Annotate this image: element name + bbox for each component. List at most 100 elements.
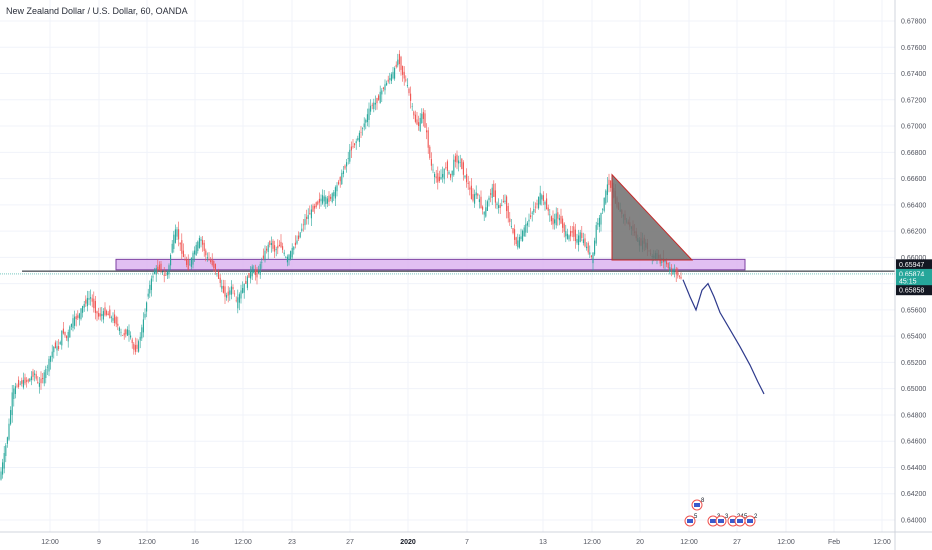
candle-body: [491, 187, 493, 198]
event-flag-icon: [687, 519, 693, 523]
x-tick-label: Feb: [828, 539, 840, 546]
candle-body: [414, 114, 416, 122]
candle-body: [453, 159, 455, 176]
candle-body: [170, 254, 172, 266]
candle-body: [392, 71, 394, 79]
forecast-path: [682, 279, 765, 395]
x-tick-label: 7: [465, 539, 469, 546]
x-tick-label: 12:00: [583, 539, 601, 546]
candle-body: [584, 238, 586, 247]
candle-body: [224, 286, 226, 297]
event-markers-layer: 85332452: [684, 498, 758, 527]
x-tick-label: 23: [288, 539, 296, 546]
candle-body: [240, 290, 242, 299]
candle-body: [94, 301, 96, 313]
candle-body: [216, 272, 218, 274]
candle-body: [677, 271, 679, 276]
candle-body: [589, 252, 591, 255]
candle-body: [470, 185, 472, 199]
candle-body: [459, 162, 461, 163]
candle-body: [176, 229, 178, 237]
candle-body: [458, 160, 460, 164]
candle-body: [158, 264, 160, 271]
candle-body: [146, 302, 148, 312]
event-flag-icon: [737, 519, 743, 523]
candle-body: [437, 173, 439, 183]
candle-body: [190, 258, 192, 267]
candle-body: [160, 263, 162, 272]
candle-body: [229, 290, 231, 295]
candle-body: [48, 358, 50, 372]
candle-body: [74, 316, 76, 326]
candle-body: [558, 218, 560, 221]
candle-body: [486, 201, 488, 211]
candle-body: [384, 84, 386, 91]
candle-body: [443, 168, 445, 180]
candle-body: [357, 138, 359, 141]
candle-body: [186, 259, 188, 265]
candle-body: [237, 297, 239, 309]
candle-body: [482, 206, 484, 210]
event-flag-icon: [710, 519, 716, 523]
candles-layer: [0, 50, 682, 481]
candle-body: [104, 307, 106, 316]
candle-body: [272, 240, 274, 249]
candle-body: [181, 240, 183, 254]
candle-body: [536, 203, 538, 205]
candle-body: [347, 158, 349, 160]
candle-body: [112, 318, 114, 321]
candle-body: [446, 161, 448, 171]
y-tick-label: 0.66600: [901, 176, 926, 183]
y-tick-label: 0.64000: [901, 518, 926, 525]
x-tick-label: 12:00: [234, 539, 252, 546]
candle-body: [11, 392, 13, 416]
candle-body: [450, 173, 452, 178]
candle-body: [605, 190, 607, 204]
candle-body: [552, 218, 554, 225]
candle-body: [494, 190, 496, 203]
candle-body: [490, 193, 492, 195]
candle-body: [77, 315, 79, 318]
candle-body: [232, 286, 234, 290]
candle-body: [0, 471, 2, 480]
candle-body: [56, 346, 58, 351]
candle-body: [230, 286, 232, 295]
candle-body: [523, 227, 525, 237]
candle-body: [578, 235, 580, 246]
candle-body: [261, 262, 263, 263]
candle-body: [334, 187, 336, 199]
candle-body: [371, 104, 373, 106]
event-marker-count: 5: [744, 514, 748, 520]
candle-body: [210, 260, 212, 262]
candle-body: [195, 244, 197, 256]
candle-body: [413, 111, 415, 116]
candle-body: [542, 195, 544, 202]
candle-body: [194, 250, 196, 255]
candle-body: [21, 380, 23, 384]
candle-body: [499, 204, 501, 208]
x-tick-label: 9: [97, 539, 101, 546]
candle-body: [418, 122, 420, 127]
candle-body: [46, 366, 48, 368]
candle-body: [602, 209, 604, 210]
candle-body: [550, 216, 552, 222]
candle-body: [150, 278, 152, 291]
candle-body: [317, 201, 319, 205]
candle-body: [341, 172, 343, 185]
candle-body: [525, 224, 527, 233]
candle-body: [310, 209, 312, 219]
candle-body: [198, 238, 200, 248]
candle-body: [162, 271, 164, 273]
candle-body: [362, 128, 364, 129]
candle-body: [475, 192, 477, 196]
candle-body: [360, 132, 362, 133]
candle-body: [256, 269, 258, 278]
candle-body: [115, 317, 117, 325]
x-tick-label: 2020: [400, 539, 416, 546]
candle-body: [325, 196, 327, 205]
candle-body: [131, 339, 133, 343]
candle-body: [528, 219, 530, 222]
candle-body: [152, 276, 154, 278]
candle-body: [218, 271, 220, 279]
